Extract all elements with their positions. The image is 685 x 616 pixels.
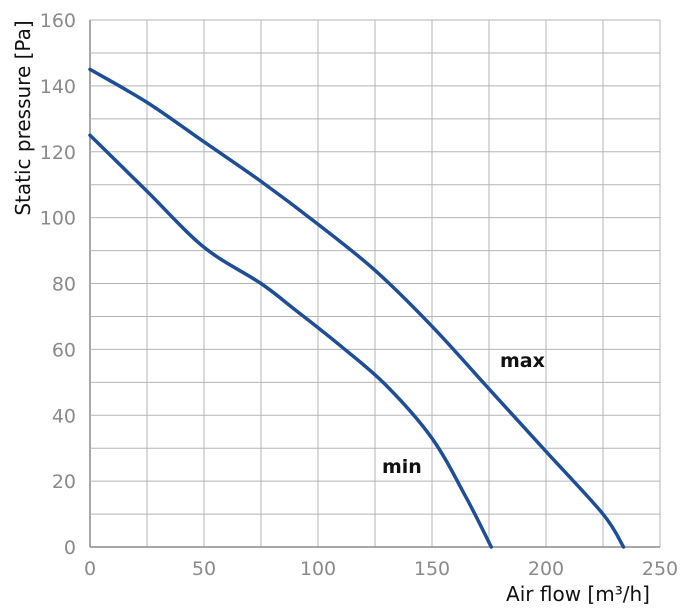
y-tick-label: 160: [40, 10, 76, 32]
series-layer: [88, 67, 626, 549]
y-tick-label: 80: [52, 274, 76, 296]
y-axis-title: Static pressure [Pa]: [11, 20, 35, 215]
y-tick-label: 0: [64, 537, 76, 559]
series-labels: max min: [382, 350, 545, 478]
series-label-max: max: [500, 350, 545, 372]
x-tick-label: 0: [84, 558, 96, 580]
x-axis-title: Air flow [m³/h]: [506, 582, 650, 606]
x-tick-label: 50: [192, 558, 216, 580]
y-tick-label: 120: [40, 142, 76, 164]
y-tick-label: 20: [52, 471, 76, 493]
series-line-min: [88, 133, 494, 549]
tick-labels: 0 50 100 150 200 250 0 20 40 60 80 100 120 140 160: [40, 10, 678, 580]
series-label-min: min: [382, 456, 422, 478]
x-tick-label: 200: [528, 558, 564, 580]
y-tick-label: 60: [52, 339, 76, 361]
x-tick-label: 100: [300, 558, 336, 580]
x-tick-label: 250: [642, 558, 678, 580]
series-line-max: [88, 67, 626, 549]
y-tick-label: 100: [40, 208, 76, 230]
grid: [89, 19, 661, 548]
x-tick-label: 150: [414, 558, 450, 580]
y-tick-label: 140: [40, 76, 76, 98]
y-tick-label: 40: [52, 405, 76, 427]
